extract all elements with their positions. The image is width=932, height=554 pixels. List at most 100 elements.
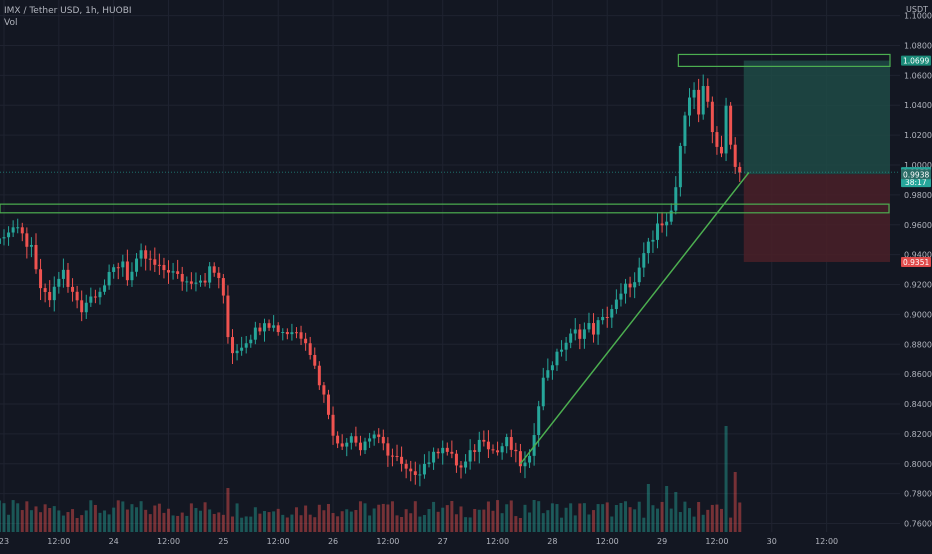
drawing-annotations[interactable] (0, 53, 900, 465)
volume-bar (528, 512, 532, 532)
candle-body (80, 300, 84, 313)
volume-bar (276, 508, 280, 532)
volume-bar (395, 515, 399, 532)
candle-body (212, 266, 216, 273)
volume-bar (308, 514, 312, 532)
candle-body (614, 299, 618, 310)
candle-body (226, 295, 230, 338)
volume-bar (532, 500, 536, 532)
candle-body (203, 280, 207, 283)
price-axis-label: 0.8800 (904, 340, 932, 349)
candle-body (267, 323, 271, 328)
time-axis-label: 23 (0, 537, 9, 546)
volume-bar (66, 512, 70, 532)
candle-body (208, 266, 212, 283)
price-axis-label: 0.8600 (904, 370, 932, 379)
volume-legend[interactable]: Vol (4, 18, 18, 28)
target-price-tag: 1.0699 (903, 57, 929, 66)
candle-body (637, 267, 641, 283)
volume-bar (441, 507, 445, 532)
candle-body (473, 450, 477, 452)
volume-bar (459, 506, 463, 532)
candle-body (345, 442, 349, 447)
volume-bar (130, 504, 134, 532)
candle-body (313, 354, 317, 366)
candle-body (358, 442, 362, 451)
candle-body (135, 258, 139, 272)
position-zones[interactable] (743, 60, 890, 262)
volume-bar (217, 512, 221, 532)
volume-bar (221, 514, 225, 532)
symbol-title[interactable]: IMX / Tether USD, 1h, HUOBI (4, 6, 132, 16)
candle-body (738, 166, 742, 173)
volume-bar (281, 514, 285, 532)
volume-bar (180, 512, 184, 532)
price-axis-panel[interactable] (900, 0, 932, 550)
volume-bar (518, 517, 522, 532)
volume-bar (473, 509, 477, 532)
volume-bar (272, 511, 276, 532)
candle-body (541, 377, 545, 407)
candle-body (185, 281, 189, 283)
candle-body (624, 283, 628, 294)
price-axis-label: 0.8000 (904, 460, 932, 469)
volume-bar (669, 508, 673, 532)
candle-body (582, 329, 586, 339)
candle-body (199, 280, 203, 283)
time-axis[interactable]: 23 12:00 24 12:00 25 12:00 26 12:00 27 12:00 28 12:… (0, 537, 838, 546)
volume-bar (646, 484, 650, 532)
currency-label: USDT (906, 5, 928, 14)
candle-body (217, 272, 221, 279)
price-axis-label: 0.8400 (904, 400, 932, 409)
volume-bar (331, 513, 335, 532)
volume-bar (139, 501, 143, 532)
volume-bar (418, 516, 422, 532)
candle-body (235, 350, 239, 354)
candle-body (386, 443, 390, 456)
volume-bar (674, 492, 678, 532)
time-axis-panel[interactable] (0, 532, 932, 550)
candle-body (413, 471, 417, 475)
candle-body (418, 474, 422, 476)
candle-body (285, 332, 289, 335)
candle-body (445, 447, 449, 452)
volume-bar (144, 509, 148, 532)
candle-body (240, 347, 244, 351)
volume-bar (258, 513, 262, 532)
entry-price-tag-bg (901, 169, 931, 180)
volume-bar (486, 501, 490, 532)
volume-bar (153, 505, 157, 532)
volume-bar (710, 504, 714, 532)
candle-body (669, 210, 673, 222)
candle-body (674, 187, 678, 211)
volume-bar (75, 517, 79, 532)
volume-bar (7, 514, 11, 532)
candle-body (34, 244, 38, 270)
price-axis[interactable]: 1.1000 1.0800 1.0600 1.0400 1.0200 1.0000 0.98… (904, 12, 932, 529)
candle-body (601, 316, 605, 321)
volume-bar (564, 507, 568, 532)
volume-bar (569, 503, 573, 532)
candle-body (52, 286, 56, 301)
candle-body (656, 223, 660, 240)
candle-body (294, 332, 298, 334)
candle-body (724, 105, 728, 154)
target-box (677, 53, 891, 67)
volume-bar (208, 509, 212, 532)
candle-body (139, 250, 143, 259)
volume-bar (514, 516, 518, 532)
candle-body (491, 449, 495, 451)
candle-body (7, 232, 11, 238)
volume-bar (336, 516, 340, 532)
candle-body (710, 101, 714, 133)
volume-bar (349, 511, 353, 532)
candle-body (610, 309, 614, 318)
volume-bar (633, 509, 637, 532)
time-axis-label: 12:00 (47, 537, 70, 546)
volume-bar (422, 515, 426, 532)
stop-price-tag-bg (901, 256, 931, 267)
candle-body (0, 238, 1, 244)
candle-body (176, 271, 180, 274)
